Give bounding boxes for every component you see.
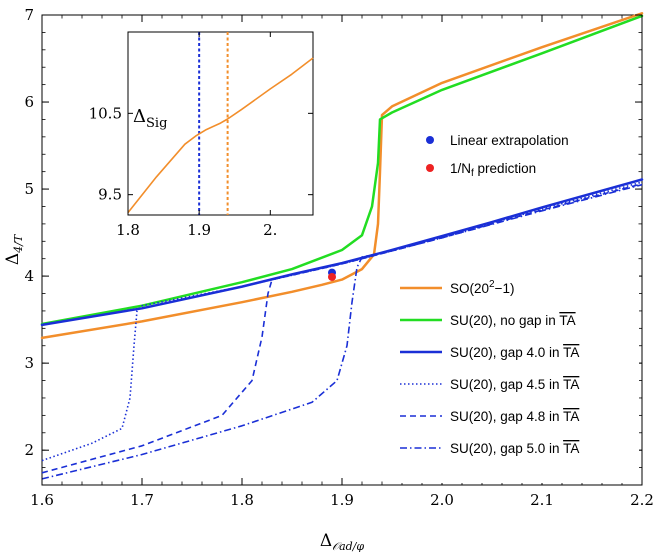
legend-so-main: SO(20 — [450, 281, 489, 296]
inset-y-axis-title: ΔSig — [133, 106, 167, 131]
x-tick-label: 2.2 — [630, 491, 654, 509]
legend-nf-end: prediction — [474, 161, 536, 176]
legend-label-so: SO(202−1) — [450, 279, 514, 296]
legend-label-gap-4-8: SU(20), gap 4.8 in TA — [450, 409, 579, 424]
series-line-1 — [40, 14, 644, 326]
y-tick-label: 5 — [24, 180, 34, 198]
series-line-2 — [40, 178, 644, 327]
legend-nf-sub: f — [471, 168, 474, 179]
inset-y-tick-label: 9.5 — [98, 186, 122, 204]
main-points-group — [328, 268, 336, 281]
inset-lines-group — [127, 32, 314, 215]
x-axis-title-sub: 𝒪ad/φ — [332, 540, 364, 552]
legend-no-gap-main: SU(20), no gap in — [450, 313, 559, 328]
legend-label-gap-5-0: SU(20), gap 5.0 in TA — [450, 441, 579, 456]
x-axis-title: Δ𝒪ad/φ — [320, 531, 365, 552]
legend-no-gap-over: TA — [559, 313, 575, 328]
legend-label-nf-prediction: 1/Nf prediction — [450, 161, 536, 179]
legend-gap-4-8-over: TA — [563, 409, 579, 424]
x-tick-label: 1.7 — [130, 491, 154, 509]
y-tick-label: 7 — [24, 6, 34, 24]
x-axis-title-main: Δ — [320, 531, 332, 551]
inset-y-title-main: Δ — [133, 106, 146, 127]
legend-marker-linear-extrapolation — [426, 136, 434, 144]
legend-gap-4-0-main: SU(20), gap 4.0 in — [450, 345, 563, 360]
legend-label-gap-4-0: SU(20), gap 4.0 in TA — [450, 345, 579, 360]
legend-label-gap-4-5: SU(20), gap 4.5 in TA — [450, 377, 579, 392]
y-axis-title: Δ4/T — [3, 233, 25, 265]
legend-gap-4-0-over: TA — [563, 345, 579, 360]
y-tick-label: 6 — [24, 93, 34, 111]
legend-so-sup: 2 — [489, 279, 495, 290]
x-tick-label: 2.0 — [430, 491, 454, 509]
inset-x-tick-label: 1.9 — [187, 221, 211, 239]
legend-gap-4-5-over: TA — [563, 377, 579, 392]
y-axis-ticks: 2 3 4 5 6 7 — [24, 6, 642, 468]
inset-ticks-group: 1.8 1.9 2. 10.5 9.5 — [89, 32, 313, 239]
legend-gap-5-0-main: SU(20), gap 5.0 in — [450, 441, 563, 456]
y-axis-title-main: Δ — [3, 253, 23, 265]
legend-so-end: −1) — [495, 281, 515, 296]
legend-label-linear-extrapolation: Linear extrapolation — [450, 133, 569, 148]
inset-series-line-0 — [127, 57, 314, 214]
inset-y-title-sub: Sig — [146, 116, 167, 131]
lines-legend: SO(202−1) SU(20), no gap in TA SU(20), g… — [393, 271, 639, 483]
y-axis-title-sub: 4/T — [12, 233, 25, 254]
legend-gap-5-0-over: TA — [563, 441, 579, 456]
inset-y-tick-label: 10.5 — [89, 104, 122, 122]
inset-x-tick-label: 1.8 — [116, 221, 140, 239]
inset-panel: 1.8 1.9 2. 10.5 9.5 ΔSig — [89, 31, 314, 239]
y-tick-label: 3 — [24, 354, 34, 372]
x-tick-label: 2.1 — [530, 491, 554, 509]
x-tick-label: 1.6 — [30, 491, 54, 509]
legend-label-no-gap: SU(20), no gap in TA — [450, 313, 576, 328]
x-tick-label: 1.9 — [330, 491, 354, 509]
series-line-5 — [41, 183, 643, 480]
legend-gap-4-5-main: SU(20), gap 4.5 in — [450, 377, 563, 392]
y-tick-label: 2 — [24, 441, 34, 459]
series-line-3 — [41, 181, 643, 462]
main-series-group — [40, 12, 644, 480]
data-point-1 — [328, 272, 336, 281]
legend-nf-main: 1/N — [450, 161, 471, 176]
points-legend: Linear extrapolation 1/Nf prediction — [426, 133, 569, 179]
x-tick-label: 1.8 — [230, 491, 254, 509]
y-tick-label: 4 — [24, 267, 34, 285]
legend-marker-nf-prediction — [426, 164, 434, 172]
legend-gap-4-8-main: SU(20), gap 4.8 in — [450, 409, 563, 424]
inset-x-tick-label: 2. — [263, 221, 277, 239]
